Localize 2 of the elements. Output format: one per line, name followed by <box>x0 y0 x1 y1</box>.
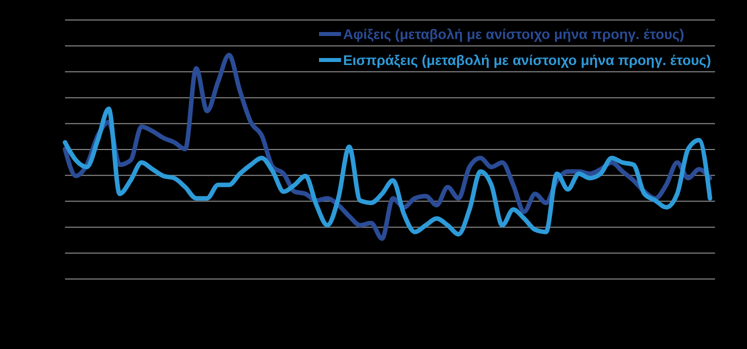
legend-label: Αφίξεις (μεταβολή με ανίστοιχο μήνα προηγ. έτους) <box>343 26 684 42</box>
legend-label: Εισπράξεις (μεταβολή με ανίστοιχο μήνα προηγ. έτους) <box>343 52 711 68</box>
